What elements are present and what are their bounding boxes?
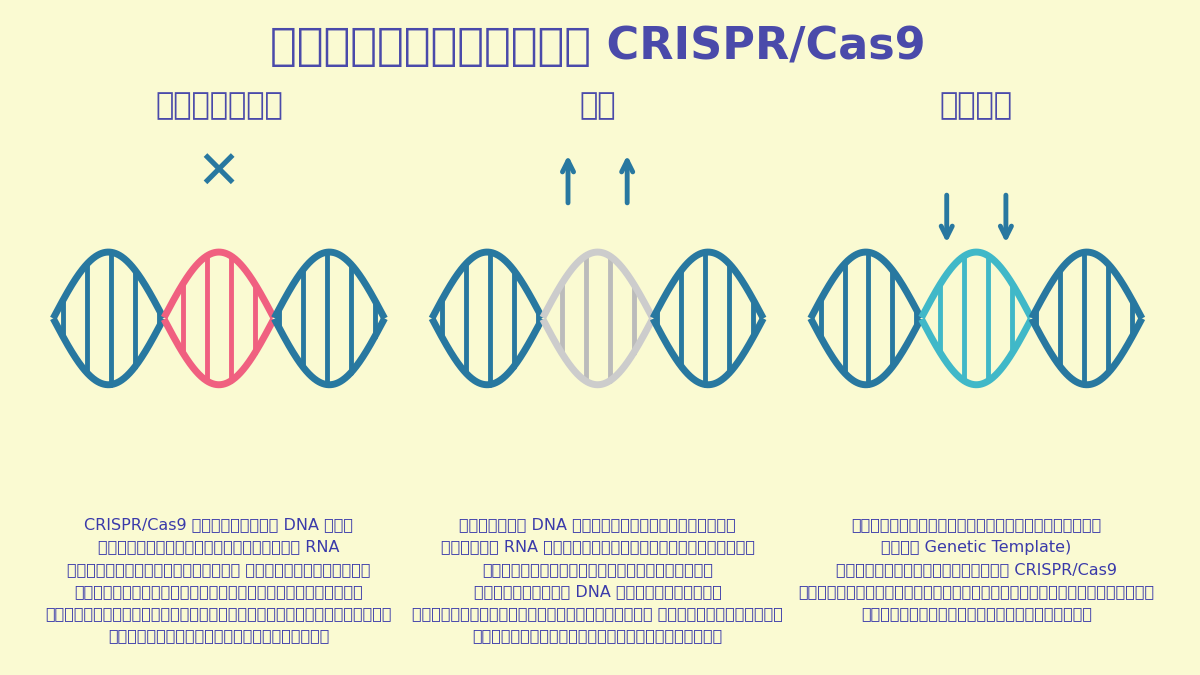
- Text: ขัดขวาง: ขัดขวาง: [155, 92, 283, 121]
- Text: CRISPR/Cas9 สามารถตัด DNA ได้
เพียงครั้งเดียวโดยใช้ RNA
ตัวนำเพียงหนึ่งตัว จากนั: CRISPR/Cas9 สามารถตัด DNA ได้ เพียงครั้ง…: [46, 518, 392, 643]
- Text: แทรก: แทรก: [940, 92, 1013, 121]
- Text: การตัดต่อยีน CRISPR/Cas9: การตัดต่อยีน CRISPR/Cas9: [270, 25, 925, 68]
- Text: ส่วนของ DNA สามารถถูกลบออกได้
โดยใช้ RNA ตัวนำสองตัวที่มุ่งเป้า
ไปยังตำแหน่งที่แ: ส่วนของ DNA สามารถถูกลบออกได้ โดยใช้ RNA…: [412, 518, 784, 643]
- Text: ✕: ✕: [197, 146, 241, 198]
- Text: การเพิ่มแม่แบบทางพันธุกรรม
หรือ Genetic Template)
พร้อมกับเครื่องมือ CRISPR/Cas9: การเพิ่มแม่แบบทางพันธุกรรม หรือ Genetic …: [798, 518, 1154, 621]
- Text: ลบ: ลบ: [580, 92, 616, 121]
